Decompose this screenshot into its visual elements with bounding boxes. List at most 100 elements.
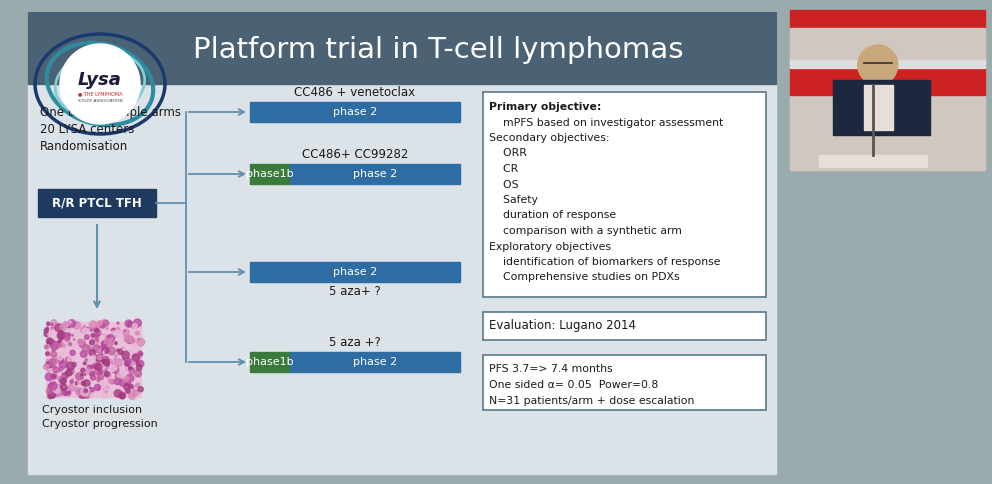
Circle shape: [137, 392, 139, 394]
Circle shape: [97, 375, 103, 381]
Circle shape: [90, 394, 93, 398]
Circle shape: [62, 333, 63, 335]
Circle shape: [62, 390, 67, 395]
Circle shape: [133, 322, 139, 328]
Text: CR: CR: [489, 164, 518, 174]
Circle shape: [62, 370, 64, 372]
Circle shape: [53, 345, 58, 349]
Circle shape: [66, 362, 74, 370]
Circle shape: [117, 373, 119, 375]
Circle shape: [67, 327, 69, 329]
Circle shape: [94, 329, 101, 336]
Text: OS: OS: [489, 180, 519, 190]
Circle shape: [105, 339, 112, 347]
Circle shape: [75, 388, 82, 395]
Circle shape: [104, 372, 109, 377]
Circle shape: [83, 332, 85, 333]
Circle shape: [115, 374, 121, 379]
Circle shape: [51, 328, 52, 329]
Circle shape: [133, 323, 137, 328]
Circle shape: [90, 365, 93, 368]
Circle shape: [95, 334, 98, 337]
Circle shape: [107, 334, 114, 342]
Text: CC486 + venetoclax: CC486 + venetoclax: [295, 86, 416, 99]
Circle shape: [59, 333, 65, 339]
Circle shape: [73, 339, 74, 340]
Circle shape: [129, 367, 132, 369]
Circle shape: [138, 375, 139, 376]
Circle shape: [48, 368, 51, 371]
Circle shape: [44, 329, 49, 333]
Circle shape: [138, 361, 144, 367]
Circle shape: [75, 373, 82, 380]
Circle shape: [78, 339, 82, 344]
Circle shape: [64, 336, 69, 341]
Circle shape: [134, 353, 141, 360]
Circle shape: [123, 347, 126, 350]
Circle shape: [67, 391, 69, 393]
Circle shape: [59, 366, 62, 371]
Circle shape: [137, 365, 142, 370]
Circle shape: [133, 355, 135, 357]
Circle shape: [139, 352, 143, 356]
Circle shape: [91, 363, 96, 367]
Text: phase 2: phase 2: [353, 357, 397, 367]
Circle shape: [62, 377, 65, 380]
Circle shape: [127, 359, 134, 366]
Circle shape: [100, 335, 106, 342]
Circle shape: [129, 367, 135, 374]
Circle shape: [46, 327, 49, 330]
Circle shape: [57, 373, 62, 378]
Circle shape: [98, 387, 100, 389]
Circle shape: [110, 381, 113, 383]
Circle shape: [132, 344, 137, 348]
Circle shape: [97, 378, 101, 382]
Circle shape: [57, 391, 62, 395]
Circle shape: [135, 370, 142, 377]
Circle shape: [134, 391, 139, 396]
Circle shape: [83, 325, 85, 328]
Text: One sided α= 0.05  Power=0.8: One sided α= 0.05 Power=0.8: [489, 380, 659, 390]
Circle shape: [112, 363, 113, 364]
Circle shape: [66, 388, 69, 391]
Circle shape: [104, 389, 108, 392]
Circle shape: [48, 391, 56, 398]
Circle shape: [104, 347, 106, 349]
Circle shape: [121, 365, 127, 372]
Circle shape: [75, 383, 77, 385]
Circle shape: [858, 45, 898, 85]
Text: phase1b: phase1b: [246, 169, 294, 179]
Circle shape: [83, 380, 90, 387]
Circle shape: [65, 357, 70, 362]
Circle shape: [126, 374, 134, 382]
Circle shape: [124, 384, 130, 390]
Text: Cryostor progression: Cryostor progression: [42, 419, 158, 429]
Circle shape: [53, 367, 59, 373]
Circle shape: [48, 367, 52, 370]
Circle shape: [78, 391, 85, 398]
Circle shape: [134, 363, 137, 366]
Circle shape: [58, 354, 63, 360]
Circle shape: [49, 345, 53, 348]
Circle shape: [132, 391, 138, 396]
Circle shape: [103, 359, 109, 366]
Circle shape: [93, 373, 94, 375]
Circle shape: [61, 384, 66, 391]
Text: Randomisation: Randomisation: [40, 140, 128, 153]
Circle shape: [117, 349, 118, 351]
Text: One trial, multiple arms: One trial, multiple arms: [40, 106, 181, 119]
Text: Safety: Safety: [489, 195, 538, 205]
Circle shape: [88, 361, 91, 364]
Circle shape: [98, 321, 102, 326]
Circle shape: [55, 346, 58, 348]
Circle shape: [70, 380, 73, 383]
Circle shape: [119, 379, 126, 386]
Circle shape: [127, 340, 128, 341]
Circle shape: [52, 327, 54, 329]
Circle shape: [89, 387, 90, 389]
Circle shape: [50, 360, 57, 367]
Circle shape: [130, 338, 135, 343]
Text: STUDY ASSOCIATION: STUDY ASSOCIATION: [77, 99, 122, 103]
Circle shape: [47, 322, 50, 325]
Circle shape: [114, 359, 122, 366]
